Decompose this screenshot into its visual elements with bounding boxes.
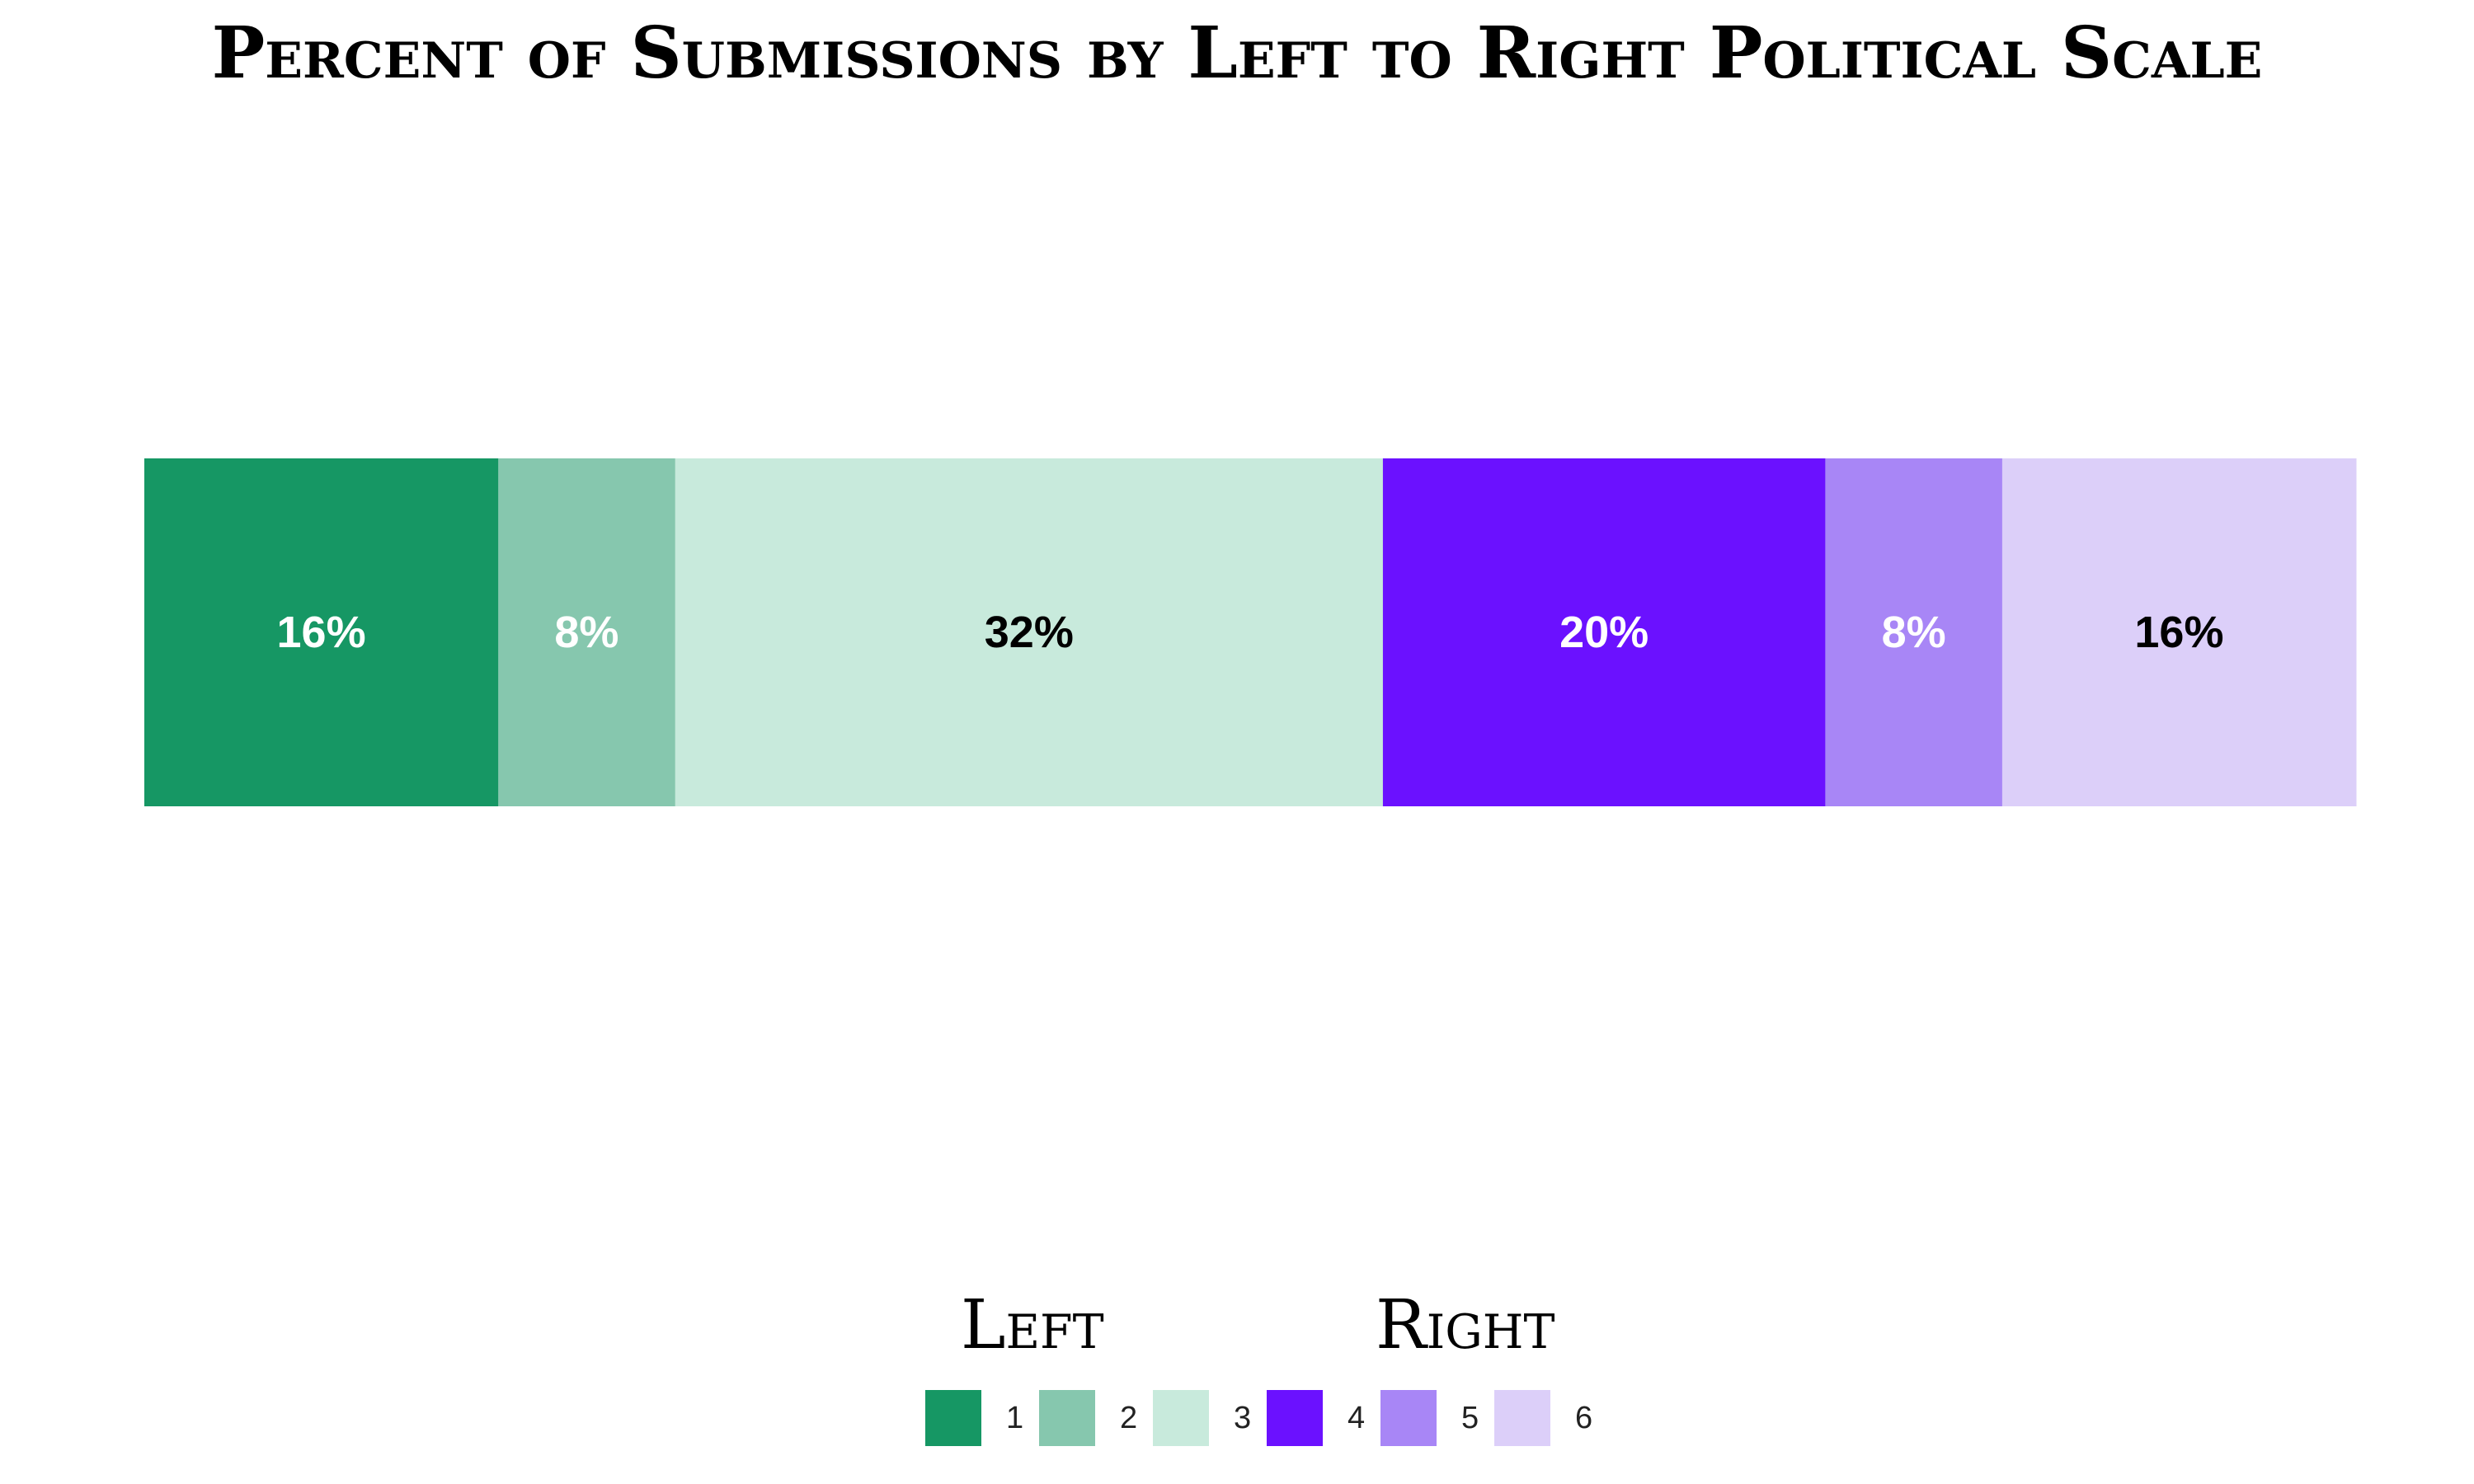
legend-label-5: 5 — [1461, 1400, 1479, 1435]
legend-item-2: 2 — [1039, 1390, 1153, 1446]
legend-label-6: 6 — [1575, 1400, 1593, 1435]
legend-left-heading: Left — [961, 1286, 1104, 1364]
bar-segment-5 — [1825, 458, 2003, 806]
legend-swatch-6 — [1494, 1390, 1550, 1446]
data-label-6: 16% — [2134, 608, 2223, 657]
legend-right-heading: Right — [1376, 1286, 1555, 1364]
data-label-3: 32% — [985, 608, 1074, 657]
legend-item-4: 4 — [1267, 1390, 1380, 1446]
legend-label-2: 2 — [1120, 1400, 1138, 1435]
bar-segment-6 — [2001, 458, 2357, 806]
legend-label-1: 1 — [1006, 1400, 1024, 1435]
bar-data-labels: 16% 8% 32% 20% 8% 16% — [277, 608, 2224, 657]
chart-title: Percent of Submissions by Left to Right … — [211, 12, 2263, 95]
legend-label-4: 4 — [1348, 1400, 1366, 1435]
legend-item-5: 5 — [1380, 1390, 1494, 1446]
bar-segments — [144, 458, 2357, 806]
legend-swatch-4 — [1267, 1390, 1323, 1446]
bar-segment-1 — [144, 458, 499, 806]
data-label-1: 16% — [277, 608, 366, 657]
data-label-4: 20% — [1559, 608, 1649, 657]
legend-swatch-2 — [1039, 1390, 1095, 1446]
legend-label-3: 3 — [1234, 1400, 1252, 1435]
legend: 1 2 3 4 5 6 — [925, 1390, 1608, 1446]
bar-segment-4 — [1382, 458, 1826, 806]
bar-segment-3 — [675, 458, 1384, 806]
legend-item-6: 6 — [1494, 1390, 1608, 1446]
legend-swatch-5 — [1380, 1390, 1437, 1446]
legend-item-3: 3 — [1153, 1390, 1267, 1446]
legend-swatch-1 — [925, 1390, 981, 1446]
legend-item-1: 1 — [925, 1390, 1039, 1446]
data-label-2: 8% — [554, 608, 618, 657]
bar-segment-2 — [498, 458, 676, 806]
data-label-5: 8% — [1882, 608, 1946, 657]
legend-swatch-3 — [1153, 1390, 1209, 1446]
